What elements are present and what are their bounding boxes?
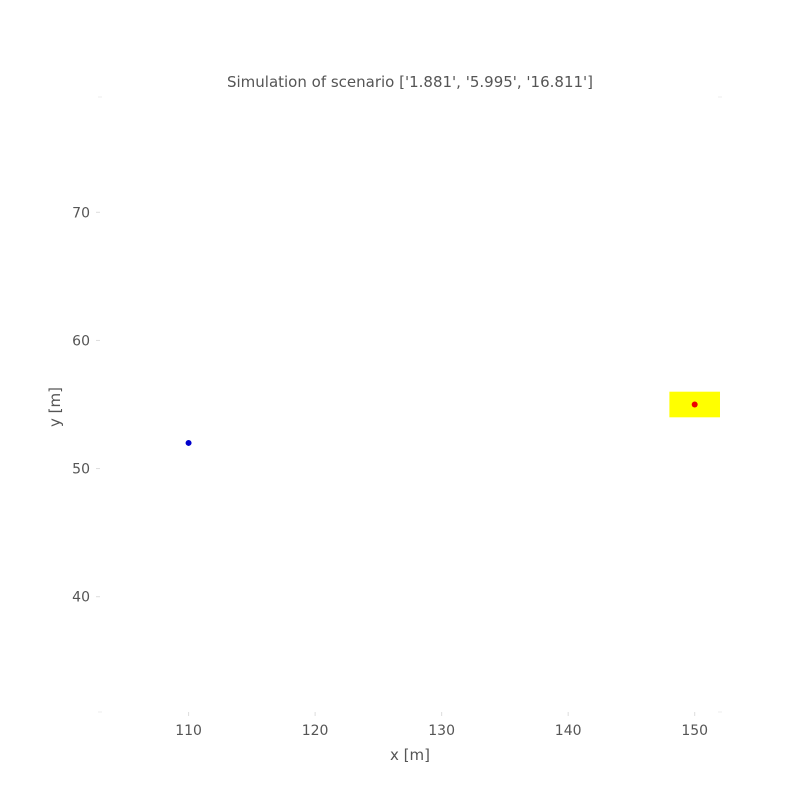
chart-title: Simulation of scenario ['1.881', '5.995'… — [227, 73, 593, 91]
x-tick-label: 130 — [428, 723, 455, 739]
y-tick-label: 50 — [72, 462, 90, 478]
data-point — [691, 401, 698, 408]
y-axis-label: y [m] — [46, 387, 64, 427]
y-tick-label: 40 — [72, 590, 90, 606]
x-tick-label: 140 — [555, 723, 582, 739]
x-tick-label: 110 — [175, 723, 202, 739]
data-point — [185, 439, 192, 446]
x-tick-label: 150 — [681, 723, 708, 739]
x-tick-label: 120 — [302, 723, 329, 739]
y-tick-label: 70 — [72, 205, 90, 221]
x-axis-label: x [m] — [390, 746, 430, 764]
plot-area: 110 120 130 140 150 40 50 60 70 — [72, 96, 722, 739]
y-tick-label: 60 — [72, 333, 90, 349]
